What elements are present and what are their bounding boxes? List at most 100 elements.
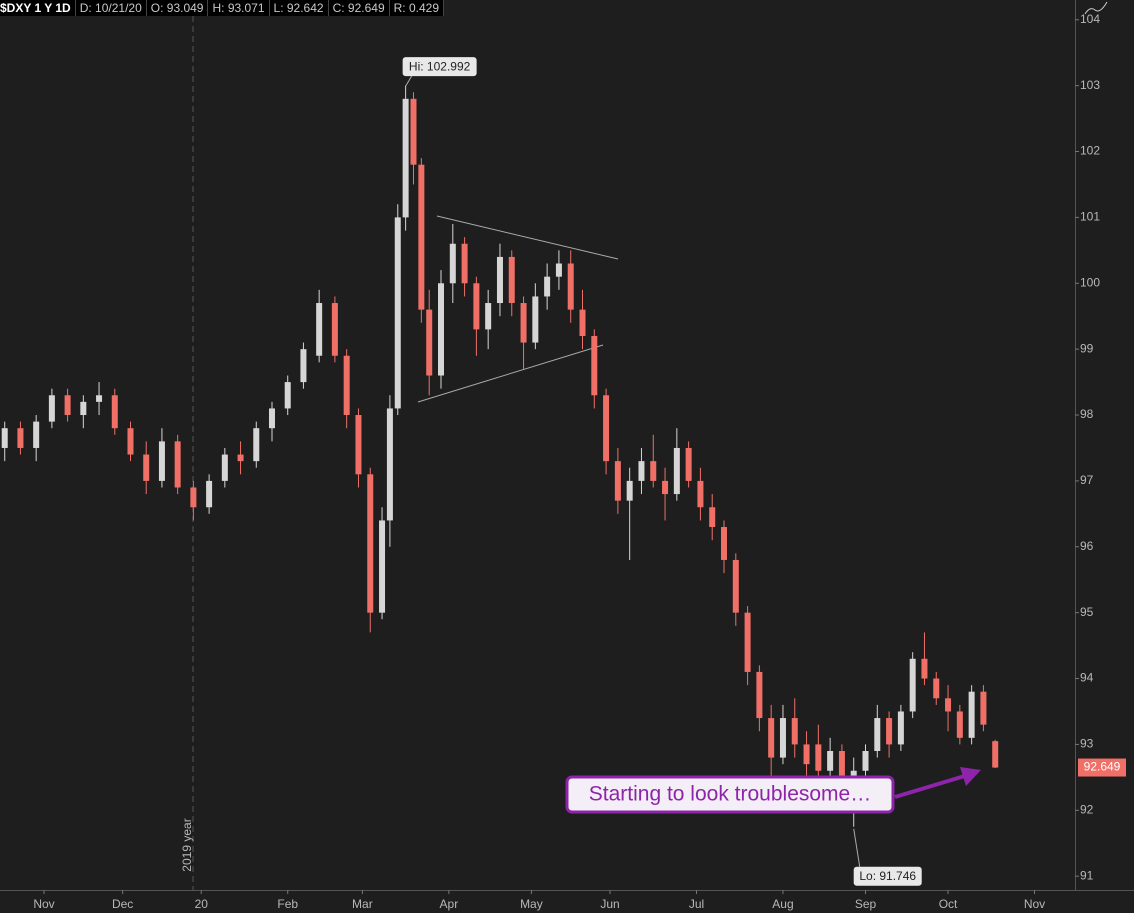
x-tick-label: Oct (939, 897, 958, 911)
candle-body (284, 382, 291, 409)
candle-body (438, 283, 445, 376)
candle-body (268, 408, 275, 429)
candle-body (206, 480, 213, 508)
candle-body (744, 612, 751, 672)
candle-body (980, 691, 987, 725)
candle-body (64, 395, 71, 416)
header-item: R: 0.429 (390, 0, 444, 16)
candle-body (921, 658, 928, 679)
candle-body (508, 256, 515, 304)
candle-body (886, 718, 893, 745)
candle-body (316, 303, 323, 356)
candle-body (143, 454, 150, 481)
header-item: L: 92.642 (270, 0, 329, 16)
candle-body (532, 296, 539, 343)
candle-body (544, 276, 551, 297)
header-item: H: 93.071 (208, 0, 270, 16)
candle-body (874, 718, 881, 751)
x-tick-label: Sep (855, 897, 877, 911)
candle-body (968, 691, 975, 738)
candle-body (17, 428, 24, 448)
candle-body (496, 256, 503, 304)
candle-body (402, 98, 409, 218)
y-tick-label: 101 (1080, 210, 1100, 224)
candle-body (520, 303, 527, 343)
candle-body (485, 303, 492, 330)
candle-body (174, 441, 181, 488)
y-tick-label: 99 (1080, 341, 1094, 355)
candle-body (410, 98, 417, 165)
candle-body (386, 408, 393, 521)
candle-body (897, 711, 904, 745)
y-tick-label: 100 (1080, 275, 1100, 289)
x-tick-label: Mar (352, 897, 373, 911)
candle-body (355, 415, 362, 475)
lo-label: Lo: 91.746 (859, 869, 916, 883)
candle-body (394, 217, 401, 409)
candle-body (768, 718, 775, 758)
candle-body (779, 718, 786, 758)
candle-body (756, 671, 763, 719)
callout-box (565, 775, 895, 814)
candle-body (379, 520, 386, 613)
candle-body (862, 750, 869, 771)
header-item: C: 92.649 (329, 0, 390, 16)
candle-body (567, 263, 574, 310)
chart-icon[interactable] (1084, 1, 1108, 15)
candle-body (127, 428, 134, 455)
candle-body (367, 474, 374, 613)
last-price-box (1078, 758, 1126, 777)
hi-leader (405, 75, 413, 87)
candle-body (603, 395, 610, 462)
lo-leader (853, 828, 861, 867)
y-tick-label: 96 (1080, 539, 1094, 553)
trendline (436, 215, 619, 260)
candle-body (614, 461, 621, 501)
candle-body (253, 428, 260, 462)
y-tick-label: 95 (1080, 605, 1094, 619)
candle-body (803, 744, 810, 765)
x-tick-label: Jul (689, 897, 704, 911)
candle-body (418, 164, 425, 310)
callout-arrow (894, 773, 969, 799)
last-price-label: 92.649 (1084, 760, 1121, 774)
candle-body (461, 243, 468, 284)
y-tick-label: 92 (1080, 802, 1094, 816)
candle-body (449, 243, 456, 284)
trendline (417, 344, 604, 403)
x-tick-label: 20 (195, 897, 209, 911)
candle-body (579, 309, 586, 336)
candle-body (96, 395, 103, 402)
candle-body (638, 461, 645, 481)
candle-body (33, 421, 40, 448)
callout-text: Starting to look troublesome… (589, 783, 871, 806)
lo-label-box (853, 866, 922, 886)
candle-body (933, 678, 940, 699)
x-tick-label: May (520, 897, 543, 911)
candle-body (791, 718, 798, 745)
x-tick-label: Feb (277, 897, 298, 911)
candle-body (732, 559, 739, 613)
candle-body (827, 750, 834, 771)
candle-body (909, 658, 916, 712)
candle-body (662, 480, 669, 495)
x-tick-label: Nov (33, 897, 54, 911)
candle-body (673, 447, 680, 495)
candle-body (111, 395, 118, 429)
candle-body (650, 461, 657, 481)
candle-body (190, 487, 197, 508)
x-tick-label: Nov (1024, 897, 1045, 911)
candle-body (721, 527, 728, 560)
x-tick-label: Aug (772, 897, 793, 911)
candle-body (945, 698, 952, 712)
candle-body (838, 750, 845, 784)
candle-body (1, 428, 8, 448)
candle-body (221, 454, 228, 481)
candle-body (697, 480, 704, 508)
candle-body (426, 309, 433, 376)
x-tick-label: Dec (112, 897, 133, 911)
candle-body (815, 744, 822, 771)
